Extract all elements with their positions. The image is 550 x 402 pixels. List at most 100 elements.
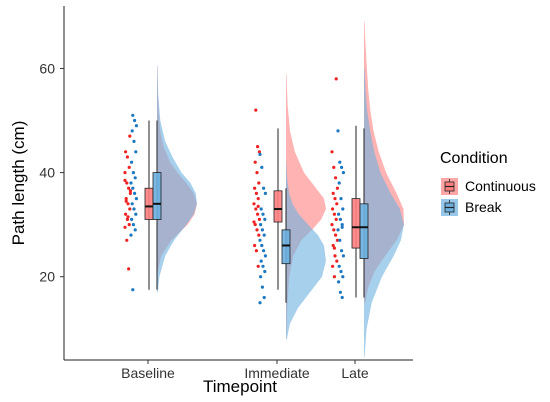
box-continuous bbox=[144, 187, 154, 220]
data-point-continuous bbox=[123, 178, 127, 182]
x-axis-title: Timepoint bbox=[203, 377, 277, 396]
data-point-break bbox=[341, 207, 345, 211]
data-point-break bbox=[133, 118, 137, 123]
data-point-continuous bbox=[124, 197, 128, 201]
data-point-continuous bbox=[124, 199, 128, 203]
data-point-continuous bbox=[127, 267, 131, 271]
data-point-break bbox=[338, 160, 342, 164]
density-break-late bbox=[364, 68, 404, 358]
data-point-continuous bbox=[255, 171, 259, 175]
legend-title: Condition bbox=[440, 150, 508, 167]
data-point-continuous bbox=[256, 204, 260, 208]
x-tick-label: Baseline bbox=[121, 365, 175, 381]
data-point-continuous bbox=[330, 223, 334, 227]
data-point-continuous bbox=[252, 220, 256, 224]
data-point-break bbox=[336, 228, 340, 232]
data-point-continuous bbox=[332, 275, 336, 279]
data-point-break bbox=[338, 238, 342, 242]
data-point-continuous bbox=[330, 150, 334, 154]
data-point-continuous bbox=[333, 254, 337, 258]
data-point-break bbox=[131, 223, 135, 227]
data-point-break bbox=[340, 295, 344, 300]
legend-label-continuous: Continuous bbox=[465, 178, 536, 194]
data-point-break bbox=[339, 197, 343, 201]
data-point-break bbox=[131, 186, 135, 190]
density-continuous-immediate bbox=[286, 73, 326, 340]
data-point-continuous bbox=[128, 191, 132, 195]
data-point-continuous bbox=[335, 259, 339, 263]
data-point-break bbox=[134, 197, 138, 201]
data-point-continuous bbox=[128, 189, 132, 193]
data-point-break bbox=[261, 212, 265, 216]
data-point-break bbox=[337, 212, 341, 216]
data-point-continuous bbox=[126, 215, 130, 219]
data-point-continuous bbox=[256, 264, 260, 268]
data-point-break bbox=[131, 171, 135, 175]
data-point-break bbox=[134, 124, 138, 128]
data-point-break bbox=[260, 228, 264, 232]
data-point-break bbox=[259, 275, 263, 279]
data-point-break bbox=[259, 259, 263, 263]
data-point-break bbox=[263, 269, 267, 274]
data-point-continuous bbox=[257, 233, 261, 237]
data-point-break bbox=[130, 217, 134, 221]
data-point-continuous bbox=[125, 181, 129, 185]
data-point-continuous bbox=[256, 197, 260, 201]
data-point-break bbox=[129, 181, 133, 185]
data-point-break bbox=[337, 280, 341, 284]
data-point-break bbox=[339, 269, 343, 274]
data-point-break bbox=[262, 186, 266, 190]
data-point-break bbox=[129, 233, 133, 237]
data-point-continuous bbox=[257, 150, 261, 154]
data-point-break bbox=[338, 290, 342, 294]
data-point-continuous bbox=[257, 217, 261, 221]
data-point-break bbox=[132, 207, 136, 211]
data-point-continuous bbox=[125, 155, 129, 159]
data-point-continuous bbox=[253, 223, 257, 227]
data-point-break bbox=[133, 176, 137, 180]
data-point-continuous bbox=[256, 212, 260, 216]
data-point-break bbox=[340, 225, 344, 229]
data-point-continuous bbox=[331, 243, 335, 248]
y-axis-ticks: 20 40 60 bbox=[39, 60, 64, 285]
data-point-continuous bbox=[334, 176, 338, 180]
data-point-continuous bbox=[332, 246, 336, 250]
data-point-continuous bbox=[127, 223, 131, 227]
data-point-continuous bbox=[127, 165, 131, 169]
legend: Condition Continuous Break bbox=[440, 150, 536, 216]
data-point-break bbox=[259, 223, 263, 227]
data-point-continuous bbox=[125, 238, 129, 242]
data-point-break bbox=[262, 233, 266, 237]
data-point-continuous bbox=[332, 165, 336, 169]
data-point-break bbox=[260, 165, 264, 169]
data-point-continuous bbox=[254, 249, 258, 253]
data-point-break bbox=[130, 202, 134, 206]
data-point-break bbox=[263, 254, 267, 258]
legend-label-break: Break bbox=[465, 199, 503, 215]
data-point-break bbox=[134, 212, 138, 216]
data-point-break bbox=[133, 228, 137, 232]
data-point-break bbox=[340, 249, 344, 253]
data-point-continuous bbox=[332, 228, 336, 232]
plot-area bbox=[123, 21, 404, 358]
box-break bbox=[359, 203, 369, 259]
data-point-continuous bbox=[252, 202, 256, 206]
box-continuous bbox=[273, 190, 283, 223]
data-point-break bbox=[131, 113, 135, 117]
data-point-continuous bbox=[128, 207, 132, 211]
data-point-continuous bbox=[123, 225, 127, 229]
data-point-break bbox=[338, 217, 342, 221]
data-point-continuous bbox=[256, 145, 260, 149]
data-point-break bbox=[261, 264, 265, 268]
data-point-break bbox=[258, 152, 262, 156]
y-tick-label: 60 bbox=[39, 60, 55, 76]
timepoint-group-late bbox=[330, 21, 404, 358]
data-point-continuous bbox=[123, 171, 127, 175]
data-point-continuous bbox=[334, 217, 338, 221]
data-point-continuous bbox=[335, 202, 339, 206]
data-point-break bbox=[341, 254, 345, 258]
data-point-continuous bbox=[124, 150, 128, 154]
data-point-break bbox=[132, 139, 136, 143]
y-axis-title: Path length (cm) bbox=[9, 121, 28, 246]
